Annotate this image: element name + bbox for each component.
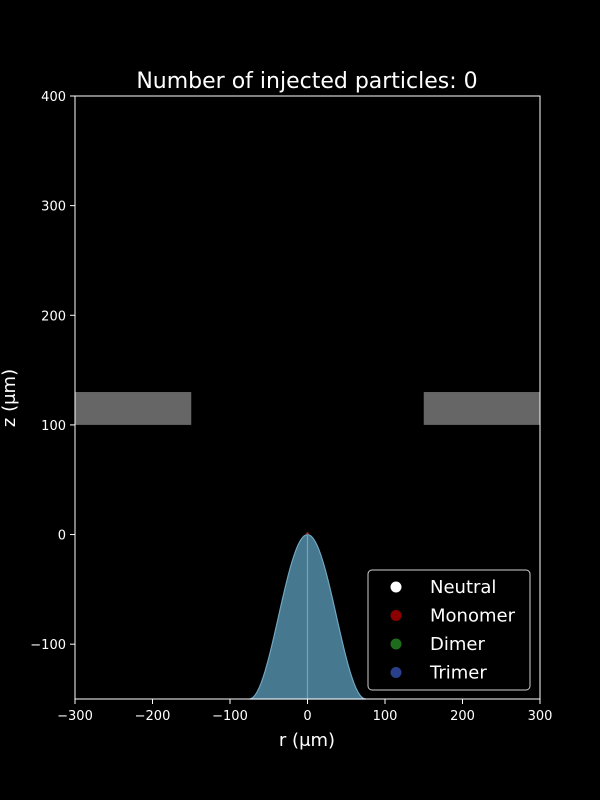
x-axis: −300 −200 −100 0 100 200 300 xyxy=(57,699,552,724)
y-tick-label: 200 xyxy=(41,309,66,324)
x-tick-label: −100 xyxy=(212,709,248,724)
legend-label-neutral: Neutral xyxy=(430,577,496,598)
legend-marker-neutral xyxy=(390,581,402,593)
x-tick-label: −300 xyxy=(57,709,93,724)
electrode-left xyxy=(75,392,192,425)
legend-box xyxy=(367,569,531,691)
meniscus-layer xyxy=(249,532,366,700)
y-tick-label: −100 xyxy=(30,638,66,653)
y-tick-label: 0 xyxy=(58,529,66,544)
electrodes-layer xyxy=(75,392,540,425)
x-tick-label: 100 xyxy=(373,709,398,724)
x-axis-label: r (μm) xyxy=(279,730,335,751)
legend-label-dimer: Dimer xyxy=(430,634,485,655)
y-axis-label: z (μm) xyxy=(0,369,20,427)
y-tick-label: 300 xyxy=(41,200,66,215)
y-axis: −100 0 100 200 300 400 xyxy=(30,90,75,653)
legend-label-trimer: Trimer xyxy=(429,663,487,684)
emission-point xyxy=(306,532,309,535)
y-tick-label: 100 xyxy=(41,419,66,434)
x-tick-label: 200 xyxy=(450,709,475,724)
chart-title: Number of injected particles: 0 xyxy=(136,69,477,94)
legend: Neutral Monomer Dimer Trimer xyxy=(367,569,531,691)
legend-marker-dimer xyxy=(390,638,402,650)
electrode-right xyxy=(423,392,540,425)
x-tick-label: 0 xyxy=(303,709,311,724)
legend-label-monomer: Monomer xyxy=(430,606,516,627)
y-tick-label: 400 xyxy=(41,90,66,105)
x-tick-label: 300 xyxy=(528,709,553,724)
legend-marker-trimer xyxy=(390,667,402,678)
legend-marker-monomer xyxy=(390,610,402,621)
x-tick-label: −200 xyxy=(135,709,171,724)
